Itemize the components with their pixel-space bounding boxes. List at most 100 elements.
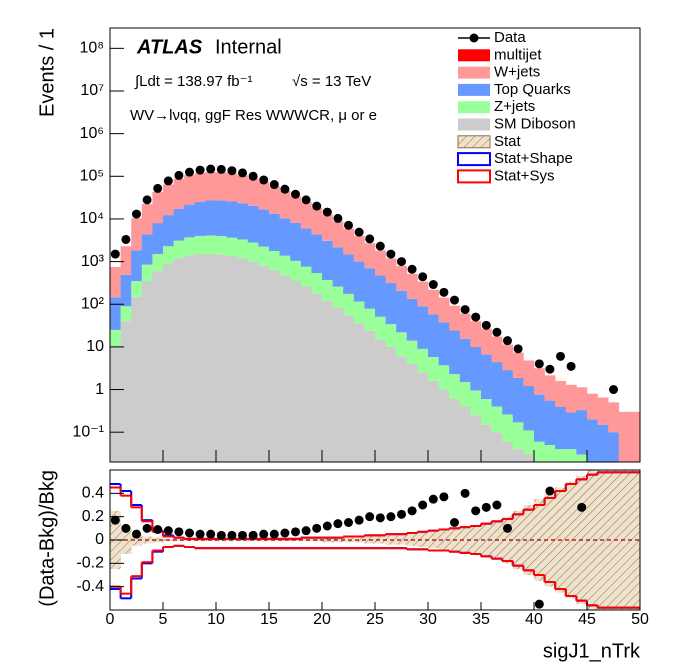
stack-bar	[597, 397, 609, 425]
legend-label: W+jets	[494, 64, 540, 81]
stack-bar	[385, 258, 397, 284]
stack-bar	[438, 365, 450, 390]
stack-bar	[512, 422, 524, 450]
stack-bar	[258, 209, 270, 247]
stack-bar	[544, 375, 556, 401]
stack-bar	[534, 441, 545, 462]
stack-bar	[565, 384, 577, 413]
stack-bar	[396, 266, 408, 291]
data-point	[291, 189, 300, 199]
stack-bar	[406, 363, 418, 462]
data-point	[132, 209, 141, 219]
ratio-point	[259, 529, 269, 539]
stack-bar	[417, 372, 429, 462]
ratio-point	[439, 492, 449, 502]
stack-bar	[226, 173, 238, 202]
stack-bar	[353, 261, 365, 302]
legend-symbol	[457, 169, 491, 184]
data-point	[428, 280, 438, 290]
stack-bar	[449, 330, 461, 375]
data-point	[174, 170, 184, 180]
data-point	[301, 195, 311, 205]
data-point	[227, 166, 237, 176]
data-point	[609, 385, 618, 395]
stack-bar	[565, 412, 577, 450]
stack-bar	[364, 243, 376, 269]
stack-bar	[491, 336, 503, 363]
main-plot	[110, 164, 640, 462]
legend-symbol	[458, 83, 490, 96]
legend-label: Data	[494, 29, 526, 46]
data-point	[375, 241, 385, 251]
stack-bar	[258, 181, 270, 210]
legend-symbol	[457, 135, 491, 149]
x-tick-label: 5	[159, 611, 168, 628]
stat-band	[194, 538, 206, 542]
y-tick-label: 10⁴	[79, 210, 104, 227]
stack-bar	[279, 275, 291, 462]
stat-band	[417, 533, 429, 547]
stack-bar	[131, 296, 143, 462]
stack-bar	[237, 203, 249, 240]
stack-bar	[290, 196, 302, 223]
data-point	[450, 295, 459, 305]
stack-bar	[459, 313, 471, 339]
stack-bar	[110, 346, 121, 462]
stack-bar	[512, 377, 524, 423]
stack-bar	[152, 254, 164, 272]
stack-bar	[247, 205, 259, 243]
ratio-point	[280, 528, 290, 538]
stack-bar	[173, 240, 185, 259]
stat-band	[523, 505, 535, 575]
stack-bar	[470, 346, 482, 391]
stack-bar	[237, 239, 249, 259]
stack-bar	[343, 254, 355, 294]
ratio-point	[450, 518, 459, 527]
ratio-point	[545, 486, 555, 496]
stack-bar	[481, 328, 492, 355]
ratio-y-tick-label: -0.2	[76, 555, 104, 572]
data-point	[556, 351, 565, 361]
ratio-point	[375, 513, 385, 523]
data-point	[407, 264, 417, 274]
stat-band	[629, 470, 640, 610]
stack-bar	[300, 286, 312, 462]
stack-bar	[470, 321, 482, 347]
stat-band	[258, 538, 270, 542]
stack-bar	[459, 382, 471, 407]
ratio-point	[142, 523, 152, 533]
stack-bar	[385, 346, 397, 462]
x-tick-label: 25	[366, 611, 384, 628]
data-point	[121, 234, 131, 244]
stack-bar	[353, 323, 365, 462]
stack-bar	[163, 246, 174, 264]
legend-symbol	[469, 33, 479, 43]
stack-bar	[385, 283, 397, 325]
ratio-point	[312, 523, 322, 533]
stack-bar	[428, 356, 439, 381]
stack-bar	[184, 204, 196, 238]
ratio-point	[471, 506, 481, 516]
stack-bar	[269, 213, 280, 252]
x-tick-label: 35	[472, 611, 490, 628]
data-point	[397, 257, 406, 267]
ratio-axis-title: (Data-Bkg)/Bkg	[36, 470, 58, 607]
stack-bar	[502, 414, 514, 442]
stack-bar	[173, 178, 185, 210]
stack-bar	[194, 235, 206, 255]
axes: 0 5 10 15 20 25 30 35 40 45 50 10⁻¹ 1 10 10² 10³ 10⁴ 10⁵ 1…	[72, 27, 649, 628]
data-point	[333, 213, 343, 223]
stack-bar	[279, 218, 291, 256]
x-tick-label: 50	[631, 611, 649, 628]
legend-symbol	[458, 118, 490, 131]
ratio-point	[174, 527, 184, 537]
stack-bar	[205, 254, 217, 462]
stack-bar	[205, 235, 217, 255]
stack-bar	[491, 432, 503, 462]
data-point	[545, 364, 555, 374]
stack-bar	[375, 275, 386, 317]
stack-bar	[608, 402, 620, 433]
energy-label: √s = 13 TeV	[292, 73, 371, 90]
stat-band	[375, 536, 386, 544]
stack-bar	[290, 222, 302, 261]
